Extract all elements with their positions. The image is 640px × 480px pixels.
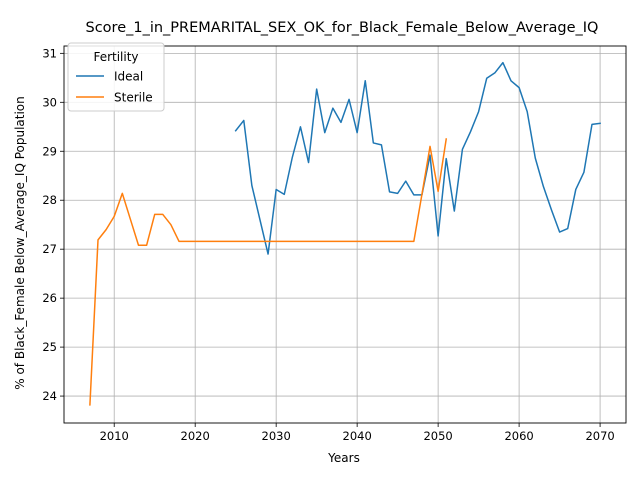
y-tick-label: 31 — [42, 46, 57, 60]
series-line-ideal — [234, 61, 601, 255]
y-tick-label: 24 — [42, 389, 57, 403]
legend-label-ideal: Ideal — [114, 70, 143, 84]
y-axis: 24 25 26 27 28 29 30 31 — [42, 46, 64, 403]
x-tick-label: 2050 — [423, 429, 452, 443]
legend-title: Fertility — [93, 50, 138, 64]
x-tick-label: 2060 — [504, 429, 533, 443]
x-axis: 2010 2020 2030 2040 2050 2060 2070 — [100, 423, 615, 443]
series-layer — [89, 61, 601, 406]
series-line-sterile — [89, 138, 448, 406]
y-tick-label: 28 — [42, 193, 57, 207]
x-tick-label: 2010 — [100, 429, 129, 443]
x-axis-label: Years — [327, 451, 360, 465]
legend-box — [67, 42, 165, 112]
plot-frame — [63, 45, 627, 424]
x-tick-label: 2070 — [585, 429, 614, 443]
legend-label-sterile: Sterile — [114, 91, 153, 105]
x-tick-label: 2040 — [343, 429, 372, 443]
x-tick-label: 2020 — [181, 429, 210, 443]
y-tick-label: 26 — [42, 291, 57, 305]
y-tick-label: 27 — [42, 242, 57, 256]
grid — [64, 46, 626, 423]
y-tick-label: 29 — [42, 144, 57, 158]
legend: Fertility Ideal Sterile — [67, 42, 165, 112]
y-tick-label: 30 — [42, 95, 57, 109]
chart-title: Score_1_in_PREMARITAL_SEX_OK_for_Black_F… — [86, 20, 599, 36]
x-tick-label: 2030 — [262, 429, 291, 443]
y-tick-label: 25 — [42, 340, 57, 354]
y-axis-label: % of Black_Female Below_Average_IQ Popul… — [13, 96, 27, 390]
